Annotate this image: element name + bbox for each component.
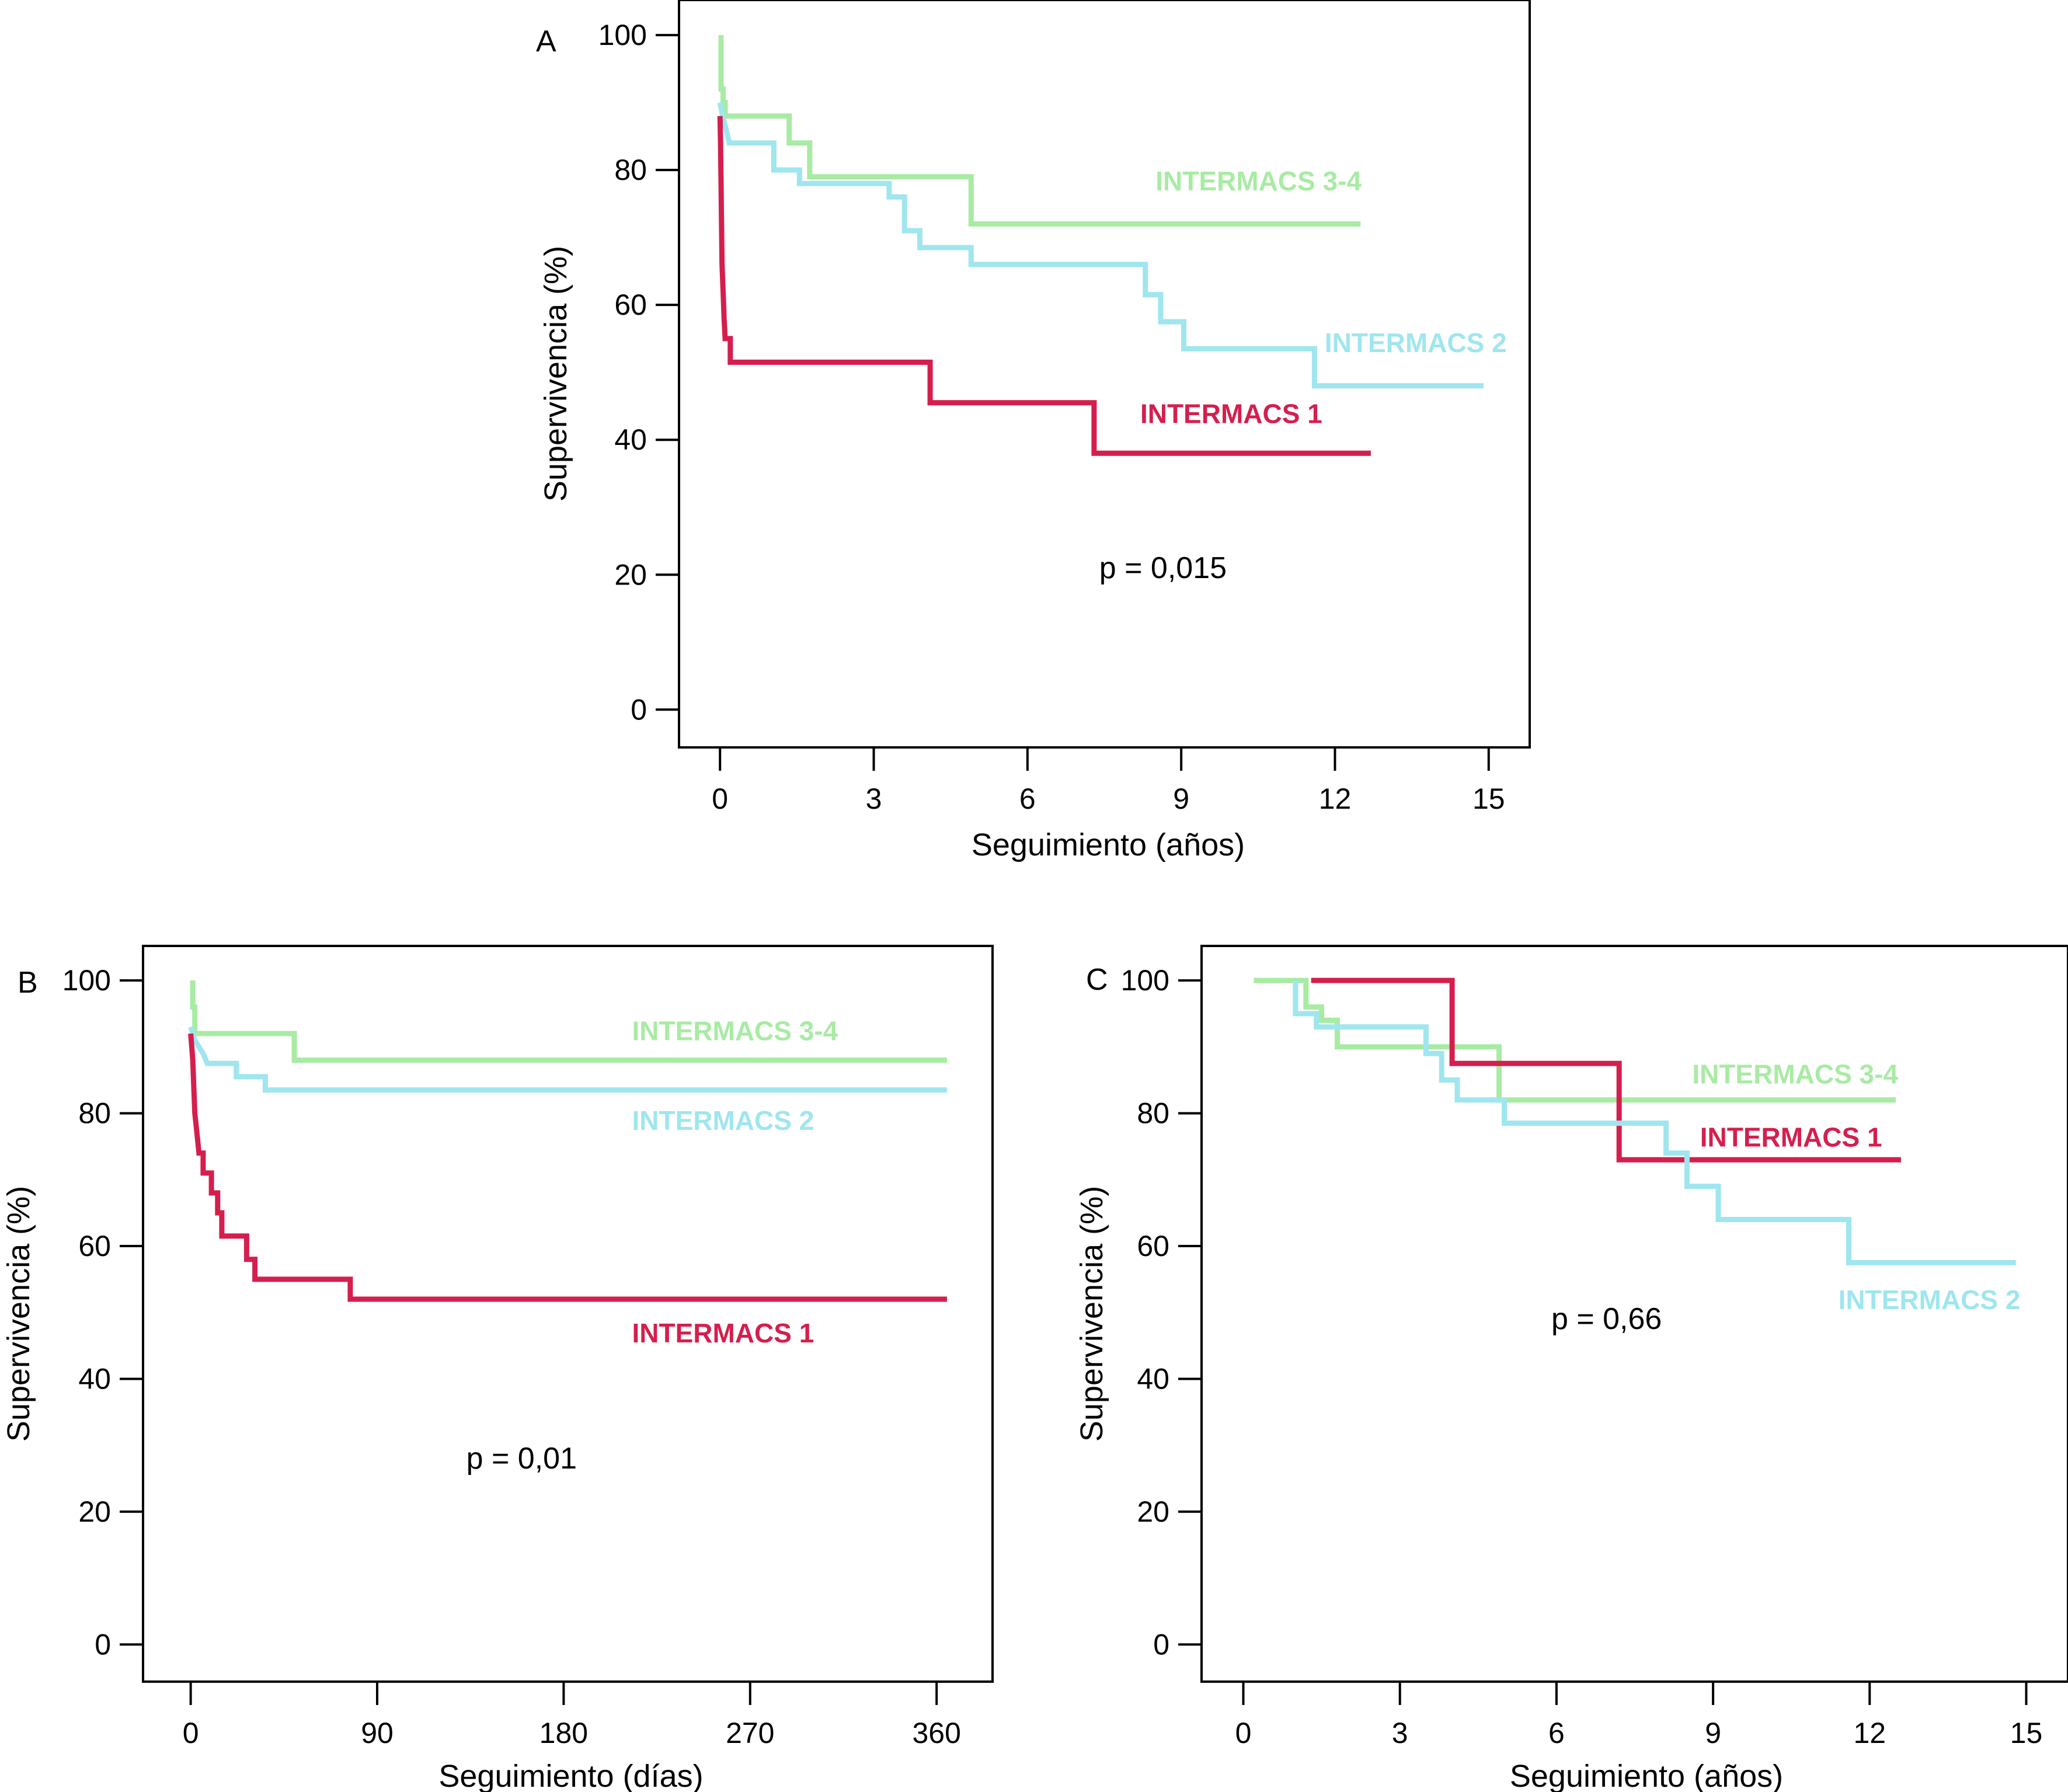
y-tick-label: 0 [631,693,647,726]
x-tick-label: 0 [183,1717,199,1749]
panel-letter: C [1086,963,1108,997]
p-value-annotation: p = 0,01 [466,1442,577,1476]
series-label: INTERMACS 1 [1700,1122,1882,1152]
plot-frame [142,945,994,1683]
panel-letter: A [536,25,556,58]
x-tick-label: 0 [1235,1717,1252,1749]
x-tick-label: 180 [539,1717,588,1749]
x-tick-label: 360 [912,1717,960,1749]
y-tick-label: 80 [614,154,647,186]
y-axis-label: Supervivencia (%) [1074,1186,1109,1442]
x-tick-label: 270 [726,1717,774,1749]
x-axis-label: Seguimiento (años) [972,827,1245,862]
y-tick-label: 0 [1153,1628,1169,1661]
x-tick-label: 0 [712,782,728,815]
y-tick-label: 20 [1137,1495,1169,1528]
p-value-annotation: p = 0,015 [1099,551,1227,585]
panel-a: 0 20 40 60 80 100 0 3 6 9 12 15 Seguimiento (años) Su… [536,0,1531,862]
plot-frame [678,0,1531,749]
curve-intermacs-2 [1293,980,2016,1265]
curve-intermacs-1 [1311,977,1901,1163]
y-tick-label: 80 [78,1097,111,1130]
panel-c: 0 20 40 60 80 100 0 3 6 9 12 15 Seguimiento (años) Su… [1074,945,2068,1792]
x-tick-label: 12 [1853,1717,1886,1749]
series-label: INTERMACS 1 [1140,398,1322,429]
series-label: INTERMACS 2 [1839,1285,2021,1315]
series-label: INTERMACS 2 [1325,328,1507,358]
series-label: INTERMACS 2 [632,1105,814,1136]
x-tick-label: 12 [1319,782,1352,815]
x-tick-label: 3 [866,782,882,815]
x-axis-label: Seguimiento (días) [438,1759,703,1792]
series-label: INTERMACS 3-4 [1692,1059,1898,1089]
y-tick-label: 60 [614,288,647,321]
x-tick-label: 6 [1548,1717,1565,1749]
x-tick-label: 3 [1392,1717,1408,1749]
y-tick-label: 20 [78,1495,111,1528]
p-value-annotation: p = 0,66 [1551,1302,1662,1336]
y-tick-label: 40 [614,423,647,456]
curve-intermacs-2 [717,102,1484,389]
x-tick-label: 6 [1019,782,1036,815]
y-tick-label: 100 [1121,964,1169,997]
panel-letter: B [18,966,38,1000]
series-label: INTERMACS 3-4 [632,1015,838,1046]
y-tick-label: 60 [1137,1230,1169,1262]
y-tick-label: 80 [1137,1097,1169,1130]
x-tick-label: 15 [1472,782,1505,815]
curve-intermacs-3-4 [1254,977,1896,1103]
y-axis-label: Supervivencia (%) [538,246,573,502]
y-tick-label: 0 [95,1628,111,1661]
plot-frame [1200,945,2068,1683]
y-tick-label: 100 [598,19,647,51]
curve-intermacs-3-4 [718,35,1361,227]
y-tick-label: 60 [78,1230,111,1262]
curve-intermacs-2 [188,1026,947,1093]
x-tick-label: 9 [1705,1717,1721,1749]
x-tick-label: 9 [1173,782,1189,815]
x-axis-label: Seguimiento (años) [1510,1759,1783,1792]
x-tick-label: 90 [361,1717,394,1749]
x-tick-label: 15 [2010,1717,2043,1749]
y-axis-label: Supervivencia (%) [1,1186,36,1442]
y-tick-label: 40 [1137,1362,1169,1395]
y-tick-label: 20 [614,558,647,591]
panel-b: 0 20 40 60 80 100 0 90 180 270 360 Seguimiento (día… [1,945,994,1792]
series-label: INTERMACS 3-4 [1155,166,1362,196]
curve-intermacs-1 [188,1033,947,1302]
y-tick-label: 100 [62,964,111,997]
y-tick-label: 40 [78,1362,111,1395]
curve-intermacs-1 [717,116,1371,456]
series-label: INTERMACS 1 [632,1318,814,1348]
